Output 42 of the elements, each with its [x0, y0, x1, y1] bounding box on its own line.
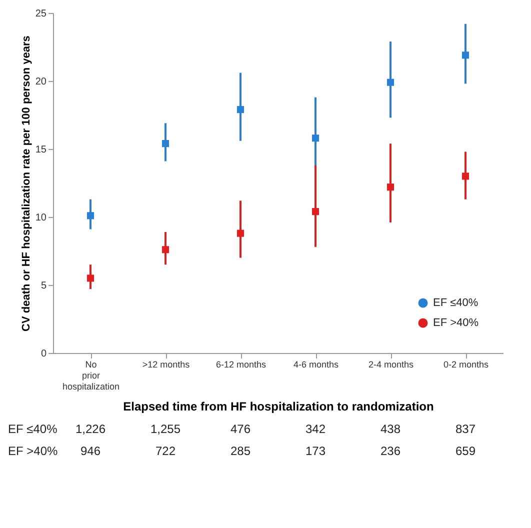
legend-label: EF >40% — [433, 317, 479, 329]
text: 1,226 — [75, 422, 106, 436]
text: 342 — [305, 422, 326, 436]
x-tick-label: 6-12 months — [216, 360, 267, 370]
x-tick-label: No prior hospitalization — [62, 360, 120, 392]
x-axis-title: Elapsed time from HF hospitalization to randomization — [123, 400, 434, 414]
y-tick-label: 25 — [35, 8, 47, 20]
x-tick-label: >12 months — [142, 360, 190, 370]
point — [386, 184, 394, 191]
point — [86, 274, 94, 282]
legend-label: EF ≤40% — [433, 297, 478, 309]
point — [162, 246, 170, 254]
x-tick-label: 2-4 months — [368, 360, 414, 370]
point — [312, 134, 320, 142]
point — [462, 52, 470, 59]
text: 946 — [80, 444, 101, 458]
point — [236, 106, 244, 114]
text: 285 — [230, 444, 251, 458]
text: EF ≤40% — [8, 422, 58, 436]
text: 476 — [230, 422, 251, 436]
y-tick-label: 0 — [40, 348, 47, 360]
point — [236, 230, 244, 237]
text: 236 — [380, 444, 401, 458]
point — [312, 208, 320, 216]
x-tick-label: 4-6 months — [293, 360, 340, 370]
text: 659 — [455, 444, 476, 458]
point — [462, 172, 470, 180]
y-tick-label: 20 — [35, 76, 47, 88]
y-tick-label: 10 — [35, 212, 47, 224]
y-axis-title: CV death or HF hospitalization rate per 100 person years — [20, 36, 32, 332]
text: 722 — [155, 444, 176, 458]
text: 173 — [305, 444, 326, 458]
point — [86, 212, 94, 220]
point — [162, 140, 170, 148]
text: 1,255 — [150, 422, 181, 436]
y-tick-label: 15 — [35, 144, 47, 156]
text: 438 — [380, 422, 401, 436]
x-tick-label: 0-2 months — [443, 360, 490, 370]
point — [386, 78, 394, 86]
text: 837 — [455, 422, 476, 436]
text: EF >40% — [8, 444, 58, 458]
y-tick-label: 5 — [40, 280, 47, 292]
